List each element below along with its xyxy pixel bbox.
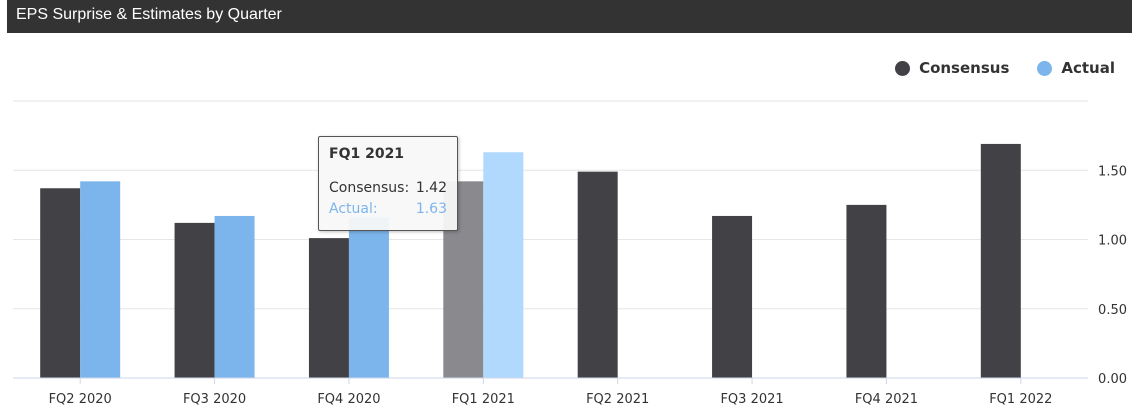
consensus-bar bbox=[712, 215, 753, 378]
x-tick-label: FQ3 2021 bbox=[720, 392, 783, 407]
x-tick-label: FQ4 2020 bbox=[317, 392, 380, 407]
x-tick-label: FQ1 2021 bbox=[452, 392, 515, 407]
y-tick-label: 0.00 bbox=[1098, 372, 1127, 387]
actual-bar bbox=[483, 152, 524, 378]
legend-consensus-label: Consensus bbox=[919, 59, 1010, 77]
x-tick-label: FQ3 2020 bbox=[183, 392, 246, 407]
chart-title: EPS Surprise & Estimates by Quarter bbox=[16, 6, 282, 23]
y-tick-label: 0.50 bbox=[1098, 303, 1127, 318]
x-tick-label: FQ4 2021 bbox=[855, 392, 918, 407]
consensus-bar bbox=[308, 238, 349, 378]
tooltip-row-consensus: Consensus: 1.42 bbox=[329, 180, 447, 196]
tooltip: FQ1 2021 Consensus: 1.42 Actual: 1.63 bbox=[318, 136, 458, 231]
x-tick-label: FQ2 2020 bbox=[49, 392, 112, 407]
consensus-bar bbox=[846, 204, 887, 378]
actual-bar bbox=[214, 215, 255, 378]
tooltip-consensus-value: 1.42 bbox=[415, 180, 447, 196]
legend-consensus-marker bbox=[895, 60, 911, 76]
tooltip-actual-value: 1.63 bbox=[415, 201, 447, 217]
actual-bar bbox=[348, 217, 389, 378]
tooltip-title: FQ1 2021 bbox=[329, 146, 405, 162]
consensus-bar bbox=[980, 143, 1021, 378]
tooltip-actual-label: Actual: bbox=[329, 201, 378, 217]
tooltip-consensus-label: Consensus: bbox=[329, 180, 410, 196]
legend-actual-marker bbox=[1037, 60, 1053, 76]
legend-item-actual[interactable]: Actual bbox=[1037, 59, 1115, 77]
consensus-bar bbox=[40, 188, 81, 378]
x-tick-label: FQ1 2022 bbox=[989, 392, 1052, 407]
chart-header: EPS Surprise & Estimates by Quarter bbox=[7, 0, 1132, 33]
x-tick-label: FQ2 2021 bbox=[586, 392, 649, 407]
y-tick-label: 1.50 bbox=[1098, 164, 1127, 179]
actual-bar bbox=[80, 181, 121, 378]
consensus-bar bbox=[174, 222, 215, 378]
y-tick-label: 1.00 bbox=[1098, 234, 1127, 249]
tooltip-row-actual: Actual: 1.63 bbox=[329, 201, 447, 217]
legend: Consensus Actual bbox=[867, 59, 1115, 77]
legend-item-consensus[interactable]: Consensus bbox=[895, 59, 1009, 77]
legend-actual-label: Actual bbox=[1061, 59, 1115, 77]
consensus-bar bbox=[577, 171, 618, 378]
